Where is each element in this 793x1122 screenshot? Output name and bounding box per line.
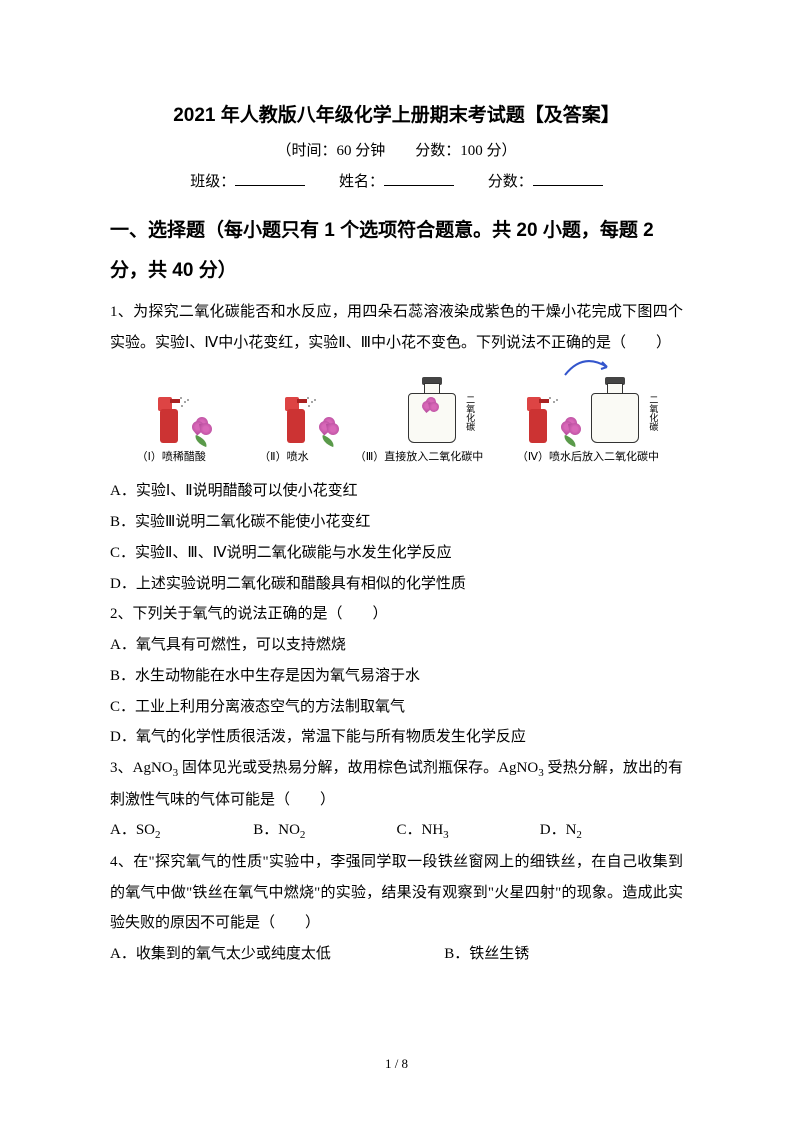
q2-option-a: A．氧气具有可燃性，可以支持燃烧 (110, 630, 683, 661)
name-label: 姓名： (339, 174, 384, 190)
q3-stem: 3、AgNO3 固体见光或受热易分解，故用棕色试剂瓶保存。AgNO3 受热分解，… (110, 753, 683, 815)
q2-option-b: B．水生动物能在水中生存是因为氧气易溶于水 (110, 661, 683, 692)
q1-diagram: 二氧化碳 (110, 373, 683, 443)
section-1-header: 一、选择题（每小题只有 1 个选项符合题意。共 20 小题，每题 2 分，共 4… (110, 211, 683, 291)
q2-option-c: C．工业上利用分离液态空气的方法制取氧气 (110, 692, 683, 723)
diagram-exp-1 (154, 373, 214, 443)
name-blank (384, 185, 454, 186)
bottle-label: 二氧化碳 (465, 395, 474, 431)
q3-options: A．SO2 B．NO2 C．NH3 D．N2 (110, 815, 683, 847)
q1-diagram-captions: （Ⅰ）喷稀醋酸 （Ⅱ）喷水 （Ⅲ）直接放入二氧化碳中 （Ⅳ）喷水后放入二氧化碳中 (110, 448, 683, 464)
q4-option-a: A．收集到的氧气太少或纯度太低 (110, 939, 444, 970)
spray-bottle-icon (154, 393, 184, 443)
q2-option-d: D．氧气的化学性质很活泼，常温下能与所有物质发生化学反应 (110, 722, 683, 753)
page-number: 1 / 8 (0, 1056, 793, 1072)
q3-option-b: B．NO2 (253, 815, 396, 847)
q4-options-row1: A．收集到的氧气太少或纯度太低 B．铁丝生锈 (110, 939, 683, 970)
q2-stem: 2、下列关于氧气的说法正确的是（ ） (110, 599, 683, 630)
diagram-exp-3: 二氧化碳 (408, 375, 456, 443)
arrow-icon (563, 357, 613, 377)
score-blank (533, 185, 603, 186)
q1-option-c: C．实验Ⅱ、Ⅲ、Ⅳ说明二氧化碳能与水发生化学反应 (110, 538, 683, 569)
flower-icon (190, 415, 214, 439)
spray-bottle-icon (523, 393, 553, 443)
bottle-icon: 二氧化碳 (591, 375, 639, 443)
caption-1: （Ⅰ）喷稀醋酸 (115, 448, 228, 464)
exam-info: （时间：60 分钟 分数：100 分） (110, 139, 683, 160)
spray-bottle-icon (281, 393, 311, 443)
class-label: 班级： (190, 174, 235, 190)
diagram-exp-4: 二氧化碳 (523, 373, 639, 443)
caption-4: （Ⅳ）喷水后放入二氧化碳中 (498, 448, 678, 464)
bottle-icon: 二氧化碳 (408, 375, 456, 443)
q3-option-d: D．N2 (540, 815, 683, 847)
q1-option-d: D．上述实验说明二氧化碳和醋酸具有相似的化学性质 (110, 569, 683, 600)
page-title: 2021 年人教版八年级化学上册期末考试题【及答案】 (110, 100, 683, 127)
q3-option-a: A．SO2 (110, 815, 253, 847)
flower-icon (559, 415, 583, 439)
q1-stem: 1、为探究二氧化碳能否和水反应，用四朵石蕊溶液染成紫色的干燥小花完成下图四个实验… (110, 297, 683, 359)
caption-2: （Ⅱ）喷水 (228, 448, 341, 464)
q4-option-b: B．铁丝生锈 (444, 939, 683, 970)
q4-stem: 4、在"探究氧气的性质"实验中，李强同学取一段铁丝窗网上的细铁丝，在自己收集到的… (110, 847, 683, 939)
diagram-exp-2 (281, 373, 341, 443)
caption-3: （Ⅲ）直接放入二氧化碳中 (340, 448, 498, 464)
bottle-label: 二氧化碳 (648, 395, 657, 431)
q1-option-a: A．实验Ⅰ、Ⅱ说明醋酸可以使小花变红 (110, 476, 683, 507)
q3-option-c: C．NH3 (397, 815, 540, 847)
score-label: 分数： (488, 174, 533, 190)
class-blank (235, 185, 305, 186)
flower-icon (317, 415, 341, 439)
student-info-line: 班级： 姓名： 分数： (110, 170, 683, 191)
q1-option-b: B．实验Ⅲ说明二氧化碳不能使小花变红 (110, 507, 683, 538)
